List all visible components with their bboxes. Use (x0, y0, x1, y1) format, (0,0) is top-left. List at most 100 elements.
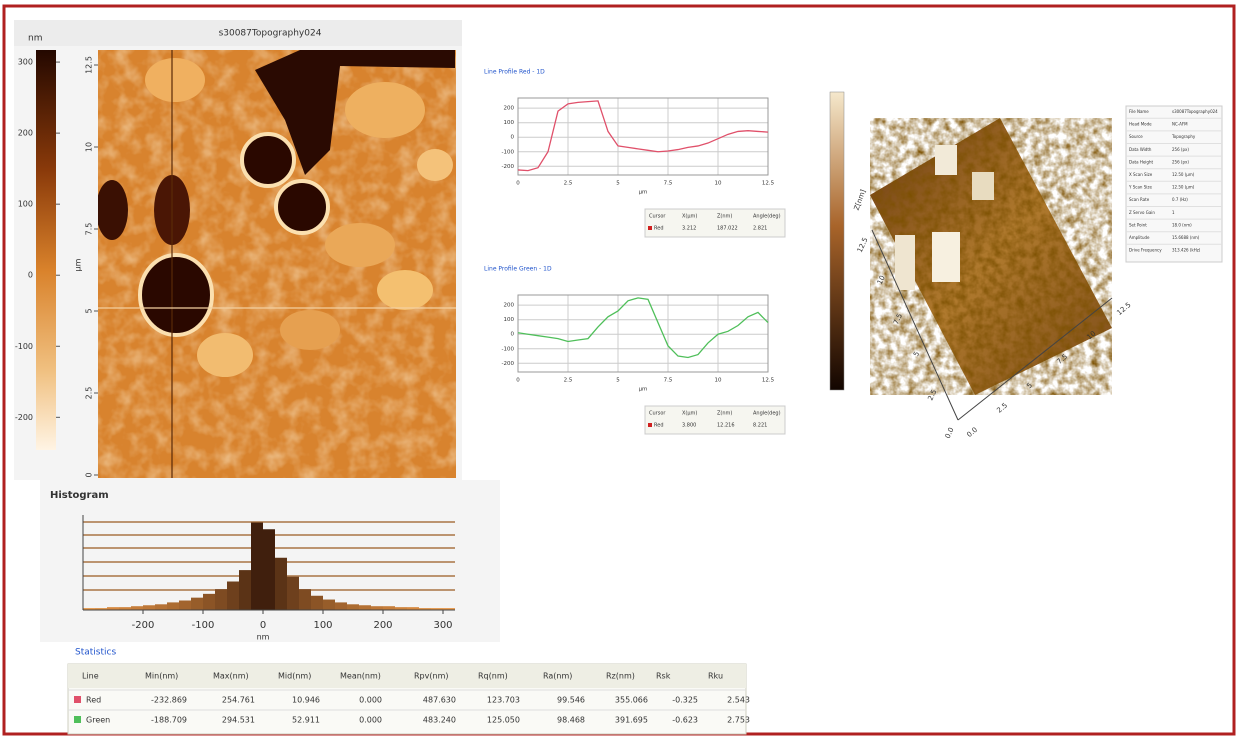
info-value: 256 (px) (1172, 159, 1189, 164)
x-tick-label: 300 (433, 620, 452, 631)
y-tick-label: 100 (504, 317, 515, 323)
surface-peak (932, 232, 960, 282)
histogram-bar (323, 600, 335, 610)
screenshot: s30087Topography024 nm μm Histogram nm S… (0, 0, 1240, 738)
histogram-bar (287, 577, 299, 610)
light-patch (377, 270, 433, 310)
info-key: Source (1129, 134, 1143, 139)
info-key: Z Servo Gain (1129, 210, 1155, 215)
x-tick-label: 5 (616, 181, 620, 187)
y-tick-label: 5 (85, 308, 94, 313)
axis-3d-tick-label: 5 (1025, 381, 1034, 390)
cursor-header: Cursor (649, 411, 666, 417)
cursor-header: Angle(deg) (753, 411, 781, 417)
cursor-swatch (648, 226, 652, 230)
info-key: Data Height (1129, 159, 1153, 164)
light-patch (280, 310, 340, 350)
stats-cell: 0.000 (359, 716, 382, 725)
light-patch (145, 58, 205, 102)
y-tick-label: -200 (502, 164, 515, 170)
stats-cell: 2.753 (727, 716, 750, 725)
y-tick-label: 200 (504, 303, 515, 309)
stats-cell: -0.325 (672, 696, 698, 705)
info-key: Amplitude (1129, 235, 1150, 240)
histogram-bar (383, 606, 395, 610)
stats-cell: 10.946 (292, 696, 320, 705)
stats-cell: 254.761 (222, 696, 255, 705)
colorbar-tick-label: -200 (15, 413, 33, 422)
axis-3d-tick-label: 2.5 (995, 401, 1009, 414)
light-patch (325, 223, 395, 267)
colorbar (36, 50, 56, 450)
histogram-bar (347, 604, 359, 610)
stats-cell: 487.630 (423, 696, 456, 705)
stats-cell: 294.531 (222, 716, 255, 725)
histogram-bar (227, 582, 239, 611)
histogram-bar (155, 604, 167, 610)
stats-cell: -232.869 (151, 696, 187, 705)
profile-title: Line Profile Red - 1D (484, 69, 545, 76)
info-value: 313.426 (kHz) (1172, 248, 1201, 253)
profile-line (518, 101, 768, 171)
stats-cell: 99.546 (557, 696, 585, 705)
y-tick-label: -100 (502, 346, 515, 352)
y-tick-label: 10 (85, 142, 94, 152)
y-tick-label: 0 (511, 332, 515, 338)
axis-3d-tick-label: 0.0 (944, 426, 956, 439)
axis-3d-tick-label: 7.5 (892, 312, 904, 325)
histogram-bar (263, 529, 275, 610)
stats-cell: -188.709 (151, 716, 187, 725)
light-patch (345, 82, 425, 138)
cursor-cell: Red (654, 423, 664, 429)
pit (242, 134, 294, 186)
axis-unit: μm (74, 258, 83, 271)
histogram-bar (251, 523, 263, 610)
x-tick-label: 12.5 (762, 181, 775, 187)
histogram-title: Histogram (50, 490, 109, 501)
stats-cell: 391.695 (615, 716, 648, 725)
cursor-header: Angle(deg) (753, 214, 781, 220)
histogram-bar (215, 589, 227, 610)
x-tick-label: 100 (313, 620, 332, 631)
stats-cell: Red (86, 696, 101, 705)
x-axis-label: μm (639, 190, 648, 196)
stats-header: Max(nm) (213, 672, 249, 681)
x-tick-label: 2.5 (564, 181, 573, 187)
colorbar-tick-label: 200 (18, 129, 33, 138)
info-key: Head Mode (1129, 122, 1152, 127)
histogram-bar (359, 605, 371, 610)
cursor-cell: 187.022 (717, 226, 738, 232)
histogram-bar (131, 606, 143, 610)
stats-header: Min(nm) (145, 672, 178, 681)
colorbar-3d (830, 92, 844, 390)
cursor-header: Z(nm) (717, 411, 732, 417)
info-value: 18.0 (nm) (1172, 222, 1192, 227)
histogram-bar (167, 602, 179, 610)
cursor-cell: Red (654, 226, 664, 232)
y-tick-label: 0 (511, 135, 515, 141)
x-tick-label: 10 (715, 378, 722, 384)
stats-swatch (74, 696, 81, 703)
x-tick-label: -200 (132, 620, 155, 631)
x-tick-label: 2.5 (564, 378, 573, 384)
stats-header: Line (82, 672, 99, 681)
x-tick-label: -100 (192, 620, 215, 631)
cursor-cell: 2.821 (753, 226, 767, 232)
info-key: Scan Rate (1129, 197, 1150, 202)
light-patch (197, 333, 253, 377)
pit (276, 181, 328, 233)
colorbar-tick-label: -100 (15, 342, 33, 351)
statistics-title[interactable]: Statistics (75, 648, 116, 658)
pit (140, 255, 212, 335)
light-patch (417, 149, 453, 181)
axis-3d-tick-label: 10 (876, 274, 887, 285)
stats-cell: 0.000 (359, 696, 382, 705)
colorbar-unit: nm (28, 34, 42, 44)
surface-peak (895, 235, 915, 290)
info-key: Y Scan Size (1128, 185, 1152, 190)
dark-region (96, 180, 128, 240)
cursor-cell: 12.216 (717, 423, 735, 429)
x-tick-label: 0 (516, 378, 520, 384)
stats-header: Rz(nm) (606, 672, 635, 681)
stats-cell: 98.468 (557, 716, 585, 725)
